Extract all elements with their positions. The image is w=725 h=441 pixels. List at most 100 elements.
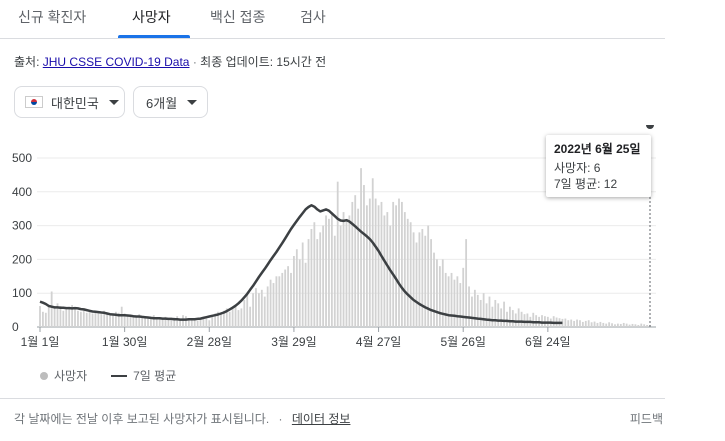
tab-testing[interactable]: 검사 [300,9,326,25]
bar [252,293,254,327]
bar [473,289,476,327]
tab-new-cases[interactable]: 신규 확진자 [18,9,87,25]
bar [167,319,170,327]
bar [541,315,543,327]
bar [336,181,339,327]
bar [593,321,596,327]
bar [106,313,109,327]
y-tick-label: 200 [12,252,32,266]
bar [395,205,397,327]
data-source: 출처: JHU CSSE COVID-19 Data · 최종 업데이트: 15… [14,53,326,70]
tab-vaccinations[interactable]: 백신 접종 [210,9,266,25]
bar [634,324,637,327]
bar [351,201,354,327]
bar [68,306,71,327]
feedback-link[interactable]: 피드백 [629,412,663,426]
bar [579,320,581,327]
bar [246,294,249,327]
bar [581,321,584,327]
bar [526,313,529,327]
bar [503,301,505,327]
bar [103,310,106,327]
bar [570,319,573,327]
tab-deaths[interactable]: 사망자 [132,9,171,25]
bar [444,272,447,327]
bar [117,312,120,327]
bar [357,208,360,327]
bar [228,311,231,327]
bar [94,311,97,327]
bar [152,315,155,327]
bar [193,320,196,327]
bar [222,310,225,327]
bar [304,262,307,327]
bar [514,313,517,327]
bar [471,296,473,327]
x-tick-label: 4월 27일 [356,335,401,349]
bar [497,303,500,327]
bar [272,283,275,327]
country-dropdown[interactable]: 대한민국 [14,86,125,118]
bar [100,314,103,327]
bar [77,310,79,327]
bar [374,198,377,327]
chevron-down-icon [187,99,198,105]
period-dropdown[interactable]: 6개월 [133,86,208,118]
source-link[interactable]: JHU CSSE COVID-19 Data [42,55,190,69]
bar [164,316,167,327]
tooltip-average: 7일 평균: 12 [554,177,618,191]
bar [269,279,272,327]
legend-line-label: 7일 평균 [133,369,177,383]
bar [301,242,304,327]
bar [614,324,616,327]
bar [155,319,158,327]
bar [97,312,100,327]
bar [368,198,371,327]
country-label: 대한민국 [51,95,99,111]
bar [325,215,327,327]
deaths-chart[interactable]: 0 100 200 300 400 500 1월 1일 1월 30일 2월 28일 3월 29일 4… [0,125,680,355]
bar [120,306,123,327]
bar [462,267,465,327]
bar [637,324,640,327]
bar [403,212,406,327]
bar [147,318,149,327]
bar [217,311,219,327]
bar [74,308,76,327]
tab-bar: 신규 확진자 사망자 백신 접종 검사 [0,0,665,39]
bar [132,317,135,327]
bar [322,225,325,327]
bar [596,322,599,327]
y-tick-label: 100 [12,286,32,300]
bar [330,212,333,327]
bar [424,235,427,327]
bar [158,318,161,327]
bar [220,314,222,327]
bar [161,317,164,327]
hover-point [646,125,654,129]
bar [71,305,74,327]
bar [406,218,409,327]
bar [88,310,91,327]
bar [409,222,412,327]
bar [187,318,190,327]
bar [65,309,68,327]
bar [441,259,444,327]
bar [386,212,389,327]
bar [281,272,284,327]
bar [114,311,117,327]
bar [465,239,468,327]
bar [339,225,342,327]
bar [622,322,625,327]
bar [436,259,438,327]
bar [500,308,503,327]
data-info-link[interactable]: 데이터 정보 [291,412,351,426]
bar [348,215,351,327]
y-tick-label: 300 [12,219,32,233]
tooltip-deaths: 사망자: 6 [554,161,601,175]
bar [453,279,456,327]
bar [85,312,88,327]
bar [427,225,430,327]
bar [266,286,269,327]
x-tick-label: 2월 28일 [187,335,232,349]
